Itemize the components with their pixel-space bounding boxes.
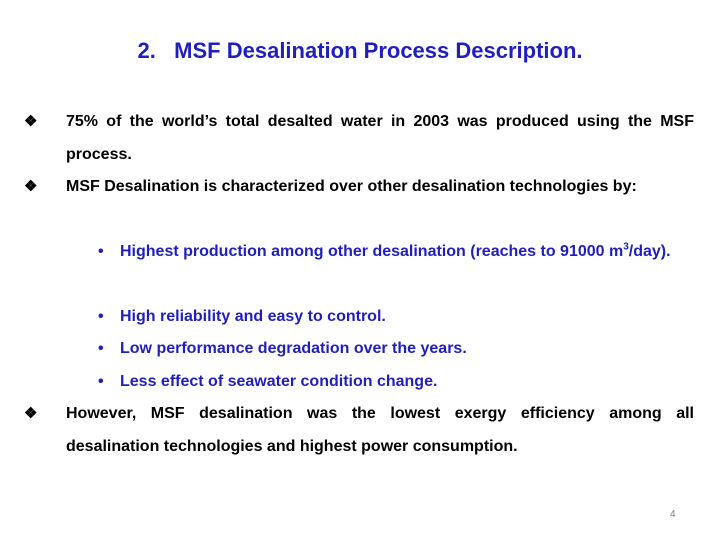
bullet-item: ❖ However, MSF desalination was the lowe…: [24, 398, 694, 463]
dot-bullet-icon: •: [98, 373, 104, 390]
sub-bullet-text-tail: /day).: [628, 243, 671, 260]
page-number: 4: [670, 509, 676, 520]
bullet-item: ❖ MSF Desalination is characterized over…: [24, 171, 694, 204]
bullet-text: However, MSF desalination was the lowest…: [66, 405, 694, 455]
sub-bullet-item: • High reliability and easy to control.: [98, 301, 694, 334]
dot-bullet-icon: •: [98, 340, 104, 357]
sub-bullet-text: Less effect of seawater condition change…: [120, 373, 438, 390]
sub-bullet-text: Highest production among other desalinat…: [120, 243, 624, 260]
slide-title: 2. MSF Desalination Process Description.: [137, 38, 583, 63]
sub-bullet-text: High reliability and easy to control.: [120, 308, 386, 325]
bullet-item: ❖ 75% of the world’s total desalted wate…: [24, 106, 694, 171]
diamond-bullet-icon: ❖: [24, 405, 38, 422]
sub-bullet-item: • Low performance degradation over the y…: [98, 333, 694, 366]
sub-bullet-item: • Highest production among other desalin…: [98, 236, 694, 269]
superscript-text: 3: [623, 241, 629, 253]
diamond-bullet-icon: ❖: [24, 113, 38, 130]
dot-bullet-icon: •: [98, 308, 104, 325]
bullet-text: 75% of the world’s total desalted water …: [66, 113, 694, 163]
bullet-text: MSF Desalination is characterized over o…: [66, 178, 637, 195]
sub-bullet-text: Low performance degradation over the yea…: [120, 340, 467, 357]
dot-bullet-icon: •: [98, 243, 104, 260]
diamond-bullet-icon: ❖: [24, 178, 38, 195]
sub-bullet-item: • Less effect of seawater condition chan…: [98, 366, 694, 399]
